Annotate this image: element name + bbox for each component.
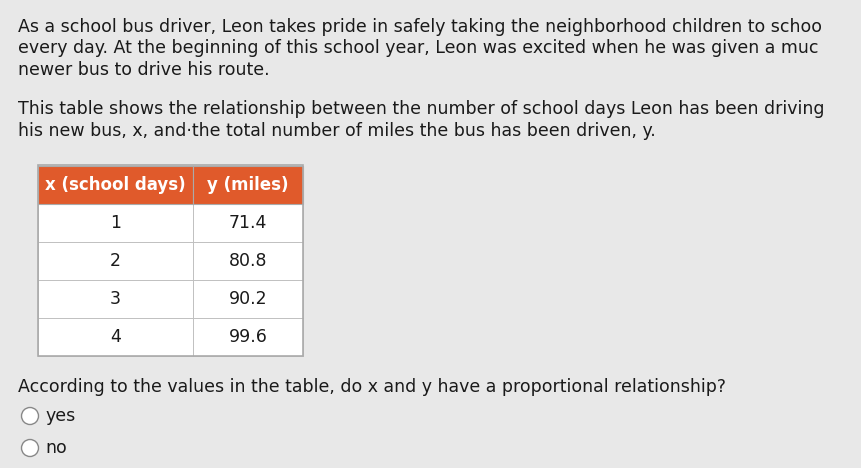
Bar <box>38 166 193 204</box>
Text: 80.8: 80.8 <box>229 251 267 270</box>
Text: newer bus to drive his route.: newer bus to drive his route. <box>18 61 269 79</box>
Text: yes: yes <box>46 407 76 425</box>
Text: x (school days): x (school days) <box>45 176 186 193</box>
Text: 99.6: 99.6 <box>228 328 268 345</box>
Bar <box>38 241 193 279</box>
Text: his new bus, x, and·the total number of miles the bus has been driven, y.: his new bus, x, and·the total number of … <box>18 122 656 140</box>
Text: According to the values in the table, do x and y have a proportional relationshi: According to the values in the table, do… <box>18 378 726 395</box>
Text: As a school bus driver, Leon takes pride in safely taking the neighborhood child: As a school bus driver, Leon takes pride… <box>18 18 822 36</box>
Text: every day. At the beginning of this school year, Leon was excited when he was gi: every day. At the beginning of this scho… <box>18 39 819 58</box>
Bar <box>193 317 303 356</box>
Bar <box>38 204 193 241</box>
Text: y (miles): y (miles) <box>208 176 288 193</box>
Bar <box>38 279 193 317</box>
Text: no: no <box>46 439 67 457</box>
Circle shape <box>22 439 39 456</box>
Bar <box>193 204 303 241</box>
Text: 71.4: 71.4 <box>229 213 267 232</box>
Text: 1: 1 <box>110 213 121 232</box>
Text: 3: 3 <box>110 290 121 307</box>
Text: 4: 4 <box>110 328 121 345</box>
Text: This table shows the relationship between the number of school days Leon has bee: This table shows the relationship betwee… <box>18 101 825 118</box>
Text: 2: 2 <box>110 251 121 270</box>
Bar <box>193 166 303 204</box>
Bar <box>193 241 303 279</box>
Bar <box>38 317 193 356</box>
Text: 90.2: 90.2 <box>229 290 267 307</box>
Bar <box>193 279 303 317</box>
Bar <box>38 166 303 356</box>
Circle shape <box>22 408 39 424</box>
